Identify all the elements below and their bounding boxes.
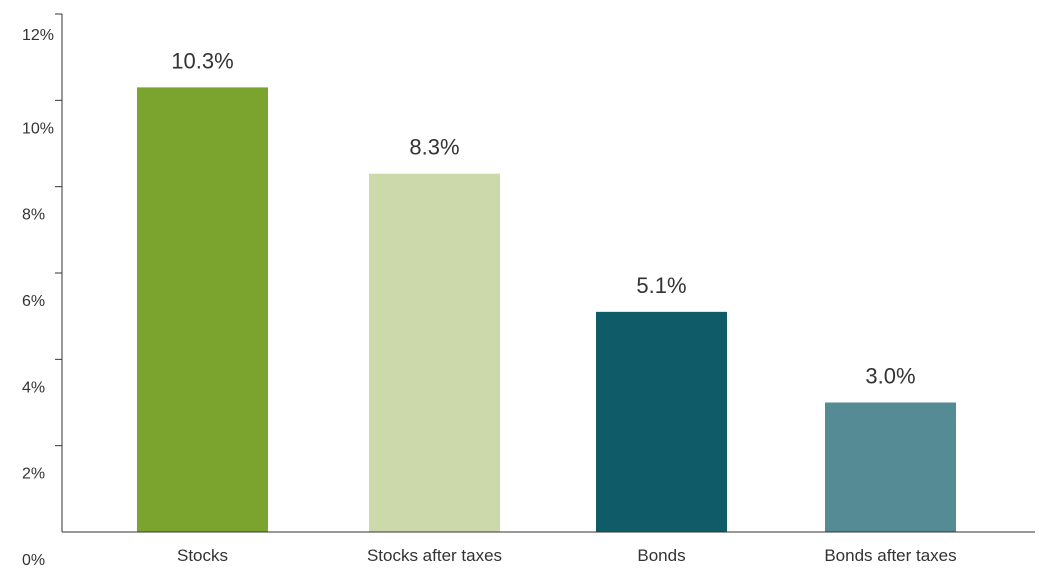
y-tick-label: 12% — [22, 27, 54, 44]
y-tick-label: 4% — [22, 379, 45, 396]
bar — [825, 402, 956, 532]
y-tick-label: 10% — [22, 120, 54, 137]
y-axis: 0% 2% 4% 6% 8% 10% 12% — [22, 13, 63, 569]
y-tick-label: 8% — [22, 207, 45, 224]
bars-group: 10.3% 8.3% 5.1% 3.0% — [137, 48, 956, 532]
bar — [369, 173, 500, 532]
y-tick-label: 6% — [22, 293, 45, 310]
x-category-label: Bonds — [637, 546, 685, 565]
bar-data-label: 3.0% — [865, 364, 915, 389]
y-tick-label: 0% — [22, 552, 45, 569]
bar — [596, 311, 727, 532]
x-category-label: Stocks — [177, 546, 228, 565]
x-category-label: Stocks after taxes — [367, 546, 502, 565]
bar-data-label: 8.3% — [409, 135, 459, 160]
bar-data-label: 5.1% — [636, 273, 686, 298]
bar-data-label: 10.3% — [171, 48, 233, 73]
y-tick-label: 2% — [22, 466, 45, 483]
x-category-label: Bonds after taxes — [824, 546, 956, 565]
bar — [137, 87, 268, 532]
x-axis: Stocks Stocks after taxes Bonds Bonds after… — [62, 531, 1035, 565]
